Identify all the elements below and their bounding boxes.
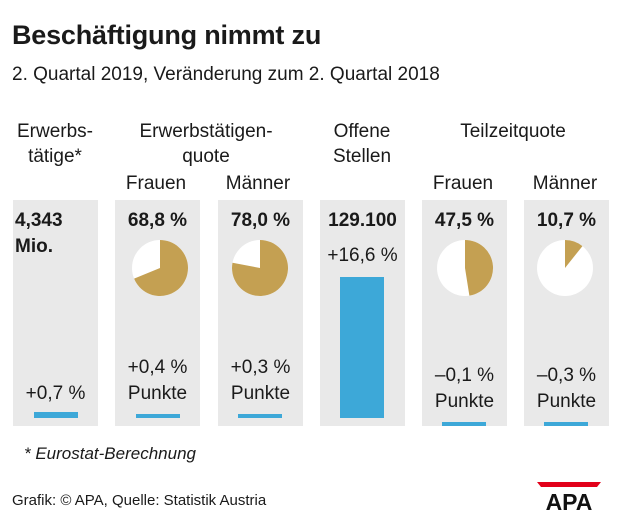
pie-slice — [134, 240, 189, 296]
header-erwerbstaetigenquote: Erwerbstätigen- quote — [105, 119, 307, 169]
header-erwerbstaetige-line1: Erwerbs- — [16, 121, 93, 142]
value-erwerbstaetige-line2: Mio. — [15, 236, 53, 257]
pie-slice — [232, 240, 289, 296]
header-erwerbstaetige-line2: tätige* — [28, 146, 82, 167]
value-offene-stellen: 129.100 — [328, 210, 397, 231]
header-teilzeit-frauen: Frauen — [432, 173, 494, 194]
change-quote-frauen-line2: Punkte — [127, 383, 188, 404]
bar-teilzeit-frauen — [442, 422, 486, 426]
header-quote-line2: quote — [182, 146, 230, 167]
pie-slice — [565, 240, 583, 268]
header-quote-frauen: Frauen — [125, 173, 187, 194]
panel-teilzeit-maenner — [524, 200, 609, 426]
pie-quote-frauen — [132, 240, 189, 296]
value-erwerbstaetige: 4,343 Mio. — [13, 208, 100, 260]
apa-logo: APA — [537, 482, 601, 512]
change-erwerbstaetige: +0,7 % — [25, 383, 86, 404]
header-quote-maenner: Männer — [225, 173, 291, 194]
panel-erwerbstaetige — [13, 200, 98, 426]
pie-teilzeit-frauen — [437, 239, 494, 296]
change-quote-maenner: +0,3 % Punkte — [218, 355, 303, 407]
footnote: * Eurostat-Berechnung — [24, 444, 196, 463]
change-offene-stellen: +16,6 % — [327, 245, 398, 266]
change-quote-frauen: +0,4 % Punkte — [115, 355, 200, 407]
change-quote-maenner-line2: Punkte — [230, 383, 291, 404]
chart-subtitle: 2. Quartal 2019, Veränderung zum 2. Quar… — [12, 64, 440, 85]
pie-slice — [465, 239, 494, 296]
bar-erwerbstaetige — [34, 412, 78, 418]
change-quote-frauen-line1: +0,4 % — [127, 357, 188, 378]
value-teilzeit-frauen: 47,5 % — [434, 210, 495, 231]
bar-teilzeit-maenner — [544, 422, 588, 426]
bar-offene-stellen — [340, 277, 384, 418]
header-teilzeitquote: Teilzeitquote — [460, 121, 566, 142]
panel-quote-frauen — [115, 200, 200, 426]
value-quote-frauen: 68,8 % — [127, 210, 188, 231]
change-quote-maenner-line1: +0,3 % — [230, 357, 291, 378]
value-quote-maenner: 78,0 % — [230, 210, 291, 231]
apa-logo-text: APA — [546, 489, 593, 512]
bar-quote-frauen — [136, 414, 180, 418]
apa-logo-mark — [537, 482, 601, 487]
change-teilzeit-frauen-line2: Punkte — [434, 391, 495, 412]
change-teilzeit-maenner: –0,3 % Punkte — [524, 363, 609, 415]
change-teilzeit-frauen: –0,1 % Punkte — [422, 363, 507, 415]
change-teilzeit-frauen-line1: –0,1 % — [434, 365, 495, 386]
panel-quote-maenner — [218, 200, 303, 426]
pie-quote-maenner — [232, 240, 289, 296]
bar-quote-maenner — [238, 414, 282, 418]
change-teilzeit-maenner-line1: –0,3 % — [536, 365, 597, 386]
header-offene-line2: Stellen — [332, 146, 392, 167]
pie-teilzeit-maenner — [537, 240, 593, 296]
panel-teilzeit-frauen — [422, 200, 507, 426]
header-erwerbstaetige: Erwerbs- tätige* — [4, 119, 106, 169]
chart-title: Beschäftigung nimmt zu — [12, 20, 322, 50]
header-offene-stellen: Offene Stellen — [310, 119, 414, 169]
source-credit: Grafik: © APA, Quelle: Statistik Austria — [12, 492, 267, 509]
value-teilzeit-maenner: 10,7 % — [536, 210, 597, 231]
header-teilzeit-maenner: Männer — [532, 173, 598, 194]
value-erwerbstaetige-line1: 4,343 — [15, 210, 63, 231]
header-offene-line1: Offene — [333, 121, 391, 142]
change-teilzeit-maenner-line2: Punkte — [536, 391, 597, 412]
header-quote-line1: Erwerbstätigen- — [139, 121, 273, 142]
